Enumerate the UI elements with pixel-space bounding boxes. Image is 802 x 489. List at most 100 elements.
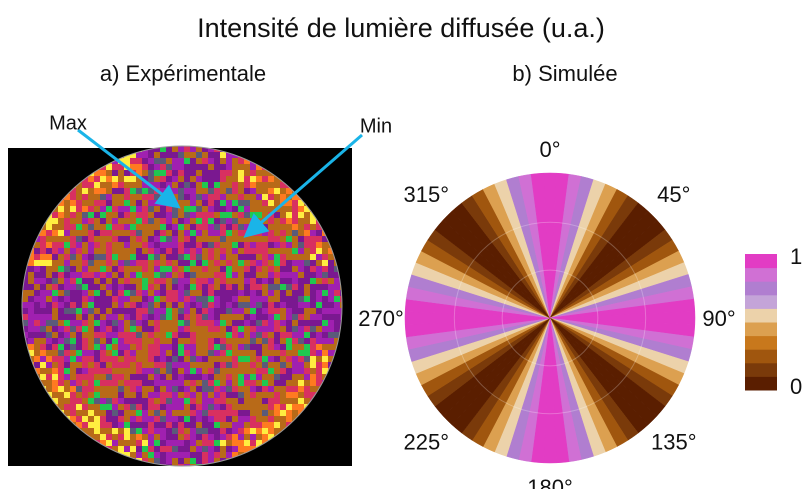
pixel bbox=[280, 398, 286, 404]
pixel bbox=[52, 236, 58, 242]
pixel bbox=[166, 176, 172, 182]
pixel bbox=[238, 380, 244, 386]
pixel bbox=[100, 296, 106, 302]
pixel bbox=[22, 278, 28, 284]
pixel bbox=[172, 146, 178, 152]
pixel bbox=[184, 464, 190, 466]
pixel bbox=[130, 428, 136, 434]
pixel bbox=[64, 362, 70, 368]
pixel bbox=[118, 344, 124, 350]
pixel bbox=[328, 338, 334, 344]
pixel bbox=[304, 362, 310, 368]
pixel bbox=[304, 206, 310, 212]
pixel bbox=[166, 380, 172, 386]
pixel bbox=[160, 218, 166, 224]
pixel bbox=[274, 230, 280, 236]
pixel bbox=[76, 332, 82, 338]
pixel bbox=[130, 194, 136, 200]
pixel bbox=[118, 296, 124, 302]
pixel bbox=[178, 296, 184, 302]
pixel bbox=[88, 350, 94, 356]
pixel bbox=[52, 272, 58, 278]
pixel bbox=[154, 158, 160, 164]
pixel bbox=[340, 296, 342, 302]
pixel bbox=[226, 434, 232, 440]
pixel bbox=[28, 308, 34, 314]
pixel bbox=[280, 356, 286, 362]
pixel bbox=[166, 182, 172, 188]
pixel bbox=[250, 260, 256, 266]
colorbar-step bbox=[745, 254, 777, 269]
pixel bbox=[64, 410, 70, 416]
pixel bbox=[184, 410, 190, 416]
pixel bbox=[136, 296, 142, 302]
pixel bbox=[190, 176, 196, 182]
pixel bbox=[172, 272, 178, 278]
pixel bbox=[256, 440, 262, 446]
pixel bbox=[34, 350, 40, 356]
pixel bbox=[100, 350, 106, 356]
pixel bbox=[292, 272, 298, 278]
pixel bbox=[70, 308, 76, 314]
pixel bbox=[70, 242, 76, 248]
pixel bbox=[70, 314, 76, 320]
pixel bbox=[220, 344, 226, 350]
pixel bbox=[250, 362, 256, 368]
pixel bbox=[220, 356, 226, 362]
pixel bbox=[88, 254, 94, 260]
pixel bbox=[112, 332, 118, 338]
pixel bbox=[298, 278, 304, 284]
pixel bbox=[262, 428, 268, 434]
pixel bbox=[112, 356, 118, 362]
pixel bbox=[232, 218, 238, 224]
pixel bbox=[46, 368, 52, 374]
pixel bbox=[304, 356, 310, 362]
pixel bbox=[40, 350, 46, 356]
pixel bbox=[232, 302, 238, 308]
pixel bbox=[340, 308, 342, 314]
pixel bbox=[58, 302, 64, 308]
pixel bbox=[226, 224, 232, 230]
pixel bbox=[160, 176, 166, 182]
pixel bbox=[142, 236, 148, 242]
pixel bbox=[112, 290, 118, 296]
pixel bbox=[100, 356, 106, 362]
pixel bbox=[178, 362, 184, 368]
pixel bbox=[130, 410, 136, 416]
experiment-image bbox=[22, 146, 342, 466]
pixel bbox=[310, 326, 316, 332]
pixel bbox=[172, 338, 178, 344]
pixel bbox=[274, 290, 280, 296]
pixel bbox=[232, 248, 238, 254]
pixel bbox=[256, 344, 262, 350]
pixel bbox=[214, 176, 220, 182]
pixel bbox=[166, 308, 172, 314]
pixel bbox=[280, 230, 286, 236]
pixel bbox=[190, 236, 196, 242]
pixel bbox=[112, 260, 118, 266]
pixel bbox=[244, 374, 250, 380]
pixel bbox=[64, 380, 70, 386]
pixel bbox=[208, 392, 214, 398]
pixel bbox=[232, 326, 238, 332]
pixel bbox=[64, 302, 70, 308]
pixel bbox=[256, 320, 262, 326]
pixel bbox=[160, 212, 166, 218]
pixel bbox=[64, 218, 70, 224]
pixel bbox=[202, 452, 208, 458]
pixel bbox=[280, 422, 286, 428]
pixel bbox=[250, 428, 256, 434]
pixel bbox=[136, 284, 142, 290]
pixel bbox=[142, 356, 148, 362]
pixel bbox=[226, 320, 232, 326]
pixel bbox=[244, 338, 250, 344]
pixel bbox=[28, 302, 34, 308]
pixel bbox=[64, 356, 70, 362]
pixel bbox=[94, 212, 100, 218]
pixel bbox=[286, 350, 292, 356]
pixel bbox=[166, 248, 172, 254]
pixel bbox=[214, 422, 220, 428]
pixel bbox=[244, 398, 250, 404]
pixel bbox=[190, 338, 196, 344]
pixel bbox=[142, 308, 148, 314]
